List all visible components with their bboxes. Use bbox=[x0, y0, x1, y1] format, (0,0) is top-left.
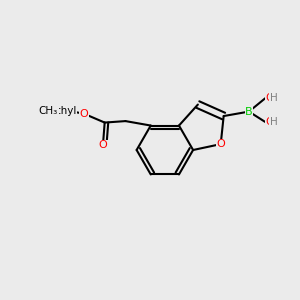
Text: H: H bbox=[270, 117, 278, 127]
Text: methyl: methyl bbox=[40, 106, 76, 116]
Text: O: O bbox=[265, 117, 274, 127]
Text: O: O bbox=[216, 139, 225, 149]
Text: O: O bbox=[99, 140, 108, 151]
Text: B: B bbox=[245, 106, 253, 117]
Text: O: O bbox=[265, 93, 274, 103]
Text: H: H bbox=[270, 93, 278, 103]
Text: CH₃: CH₃ bbox=[39, 106, 58, 116]
Text: O: O bbox=[80, 109, 88, 119]
